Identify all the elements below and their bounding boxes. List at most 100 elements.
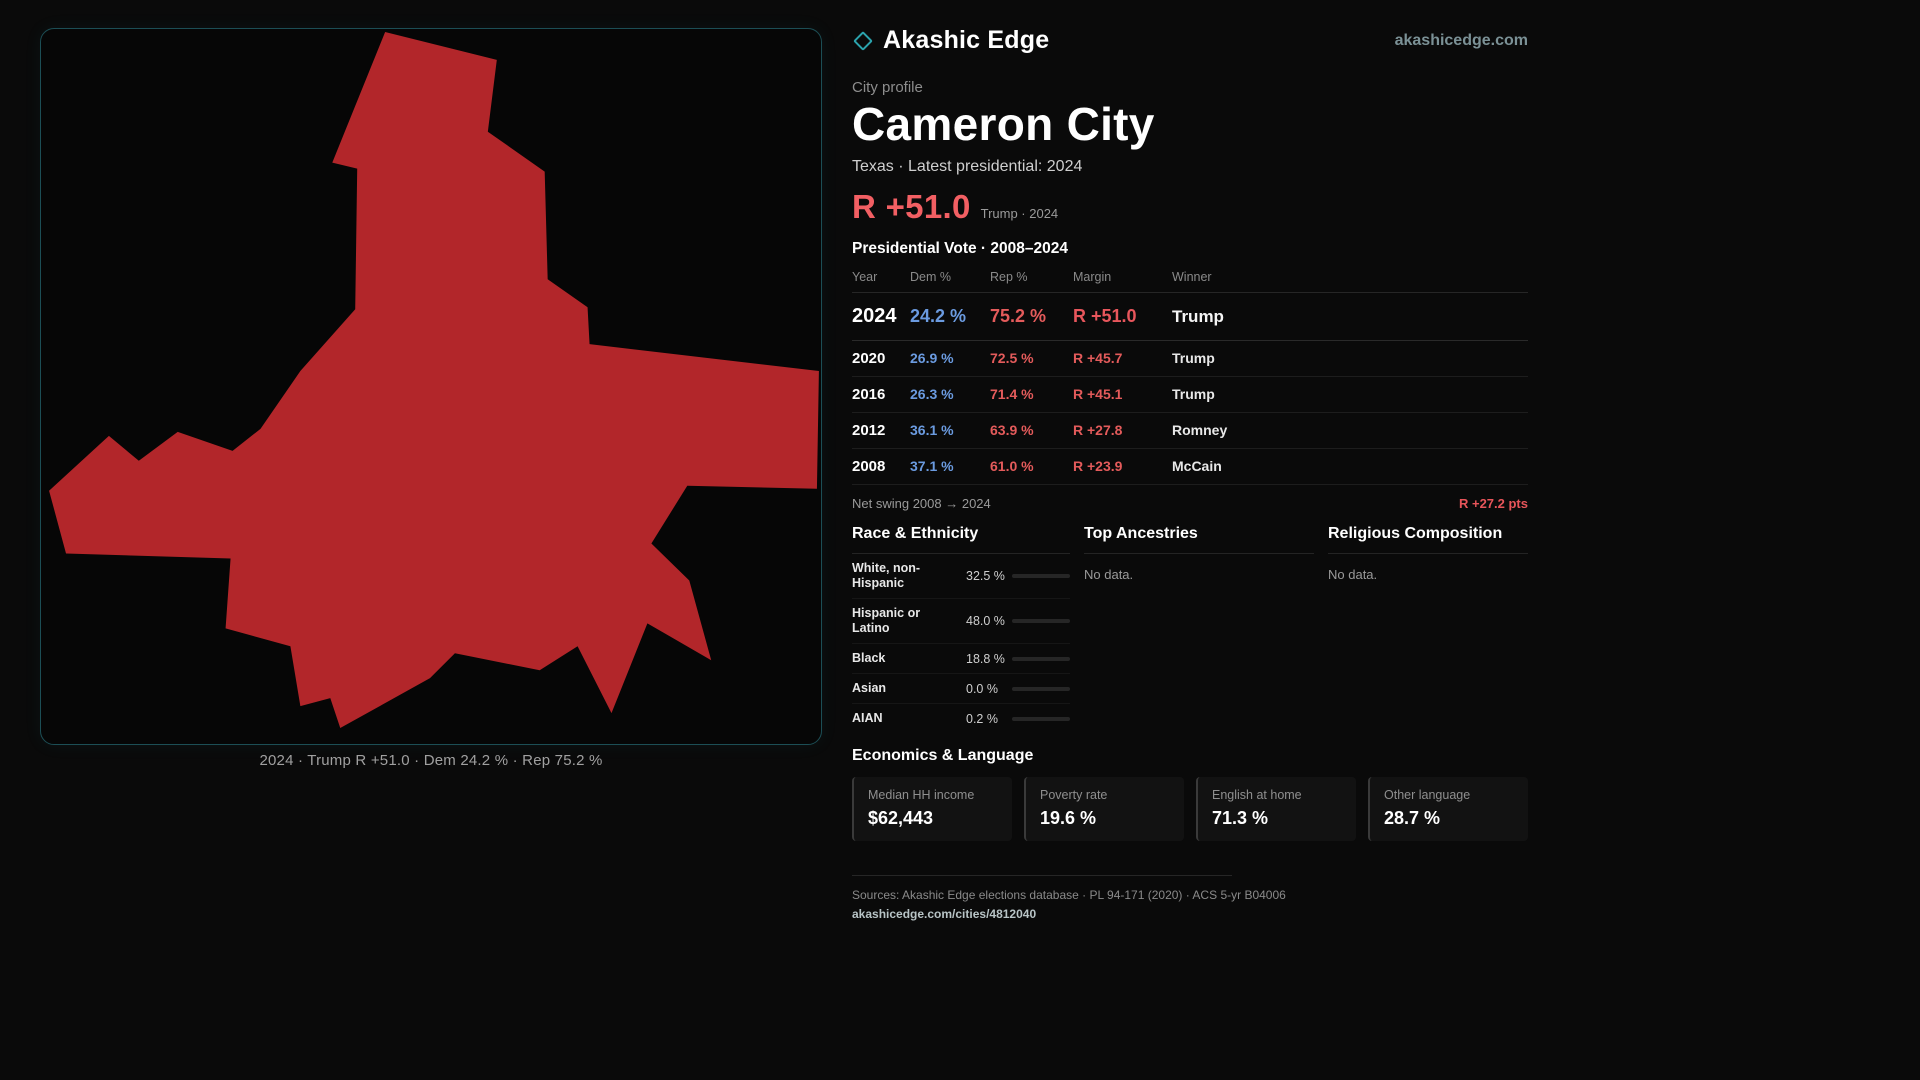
stat-value: 28.7 % xyxy=(1384,808,1441,829)
race-row: Hispanic or Latino 48.0 % xyxy=(852,599,1070,645)
race-bar xyxy=(1012,716,1070,721)
eyebrow-label: City profile xyxy=(852,79,923,96)
stat-value: $62,443 xyxy=(868,808,934,829)
city-subtitle: Texas · Latest presidential: 2024 xyxy=(852,158,1083,176)
city-boundary-shape xyxy=(49,31,819,729)
race-label: Asian xyxy=(852,681,887,696)
race-row: Asian 0.0 % xyxy=(852,674,1070,705)
headline-margin: R +51.0 xyxy=(852,188,971,226)
demographics-section: Race & Ethnicity White, non-Hispanic 32.… xyxy=(852,525,1528,733)
ancestries-section: Top Ancestries No data. xyxy=(1084,525,1314,733)
stat-value: 71.3 % xyxy=(1212,808,1269,829)
rep-cell: 61.0 % xyxy=(990,458,1034,475)
winner-cell: Romney xyxy=(1172,422,1228,439)
site-domain-link[interactable]: akashicedge.com xyxy=(1394,31,1528,49)
race-row: AIAN 0.2 % xyxy=(852,704,1070,733)
race-value: 0.0 % xyxy=(966,681,998,696)
race-value: 32.5 % xyxy=(966,569,1005,584)
year-cell: 2008 xyxy=(852,458,886,476)
race-label: White, non-Hispanic xyxy=(852,561,921,591)
winner-cell: McCain xyxy=(1172,458,1222,475)
race-label: AIAN xyxy=(852,711,883,726)
map-panel xyxy=(40,28,822,745)
race-row: Black 18.8 % xyxy=(852,644,1070,675)
year-cell: 2024 xyxy=(852,305,897,328)
results-row: 2016 26.3 % 71.4 % R +45.1 Trump xyxy=(852,377,1528,414)
city-map xyxy=(49,31,819,729)
stat-value: 19.6 % xyxy=(1040,808,1097,829)
religion-section-title: Religious Composition xyxy=(1328,525,1528,555)
stat-label: Poverty rate xyxy=(1040,788,1108,803)
col-dem: Dem % xyxy=(910,270,951,285)
results-title: Presidential Vote · 2008–2024 xyxy=(852,240,1068,258)
brand-logo[interactable]: Akashic Edge xyxy=(852,26,1049,55)
margin-cell: R +23.9 xyxy=(1073,458,1123,475)
dem-cell: 26.9 % xyxy=(910,350,954,367)
col-margin: Margin xyxy=(1073,270,1112,285)
race-section-title: Race & Ethnicity xyxy=(852,525,1070,555)
city-url-link[interactable]: akashicedge.com/cities/4812040 xyxy=(852,907,1037,922)
year-cell: 2020 xyxy=(852,350,886,368)
rep-cell: 71.4 % xyxy=(990,386,1034,403)
net-swing-row: Net swing 2008 → 2024 R +27.2 pts xyxy=(852,485,1528,523)
headline-note: Trump · 2024 xyxy=(980,206,1059,222)
stat-label: Median HH income xyxy=(868,788,975,803)
race-section: Race & Ethnicity White, non-Hispanic 32.… xyxy=(852,525,1070,733)
col-winner: Winner xyxy=(1172,270,1212,285)
footer: Sources: Akashic Edge elections database… xyxy=(852,875,1528,923)
results-row: 2024 24.2 % 75.2 % R +51.0 Trump xyxy=(852,293,1528,342)
header: Akashic Edge akashicedge.com xyxy=(852,26,1528,55)
map-caption: 2024 · Trump R +51.0 · Dem 24.2 % · Rep … xyxy=(259,752,603,769)
margin-cell: R +45.7 xyxy=(1073,350,1123,367)
rep-cell: 75.2 % xyxy=(990,306,1047,327)
race-value: 0.2 % xyxy=(966,711,998,726)
diamond-icon xyxy=(853,30,873,51)
year-cell: 2016 xyxy=(852,386,886,404)
no-data-text: No data. xyxy=(1084,567,1134,583)
stat-card: Other language 28.7 % xyxy=(1368,777,1528,842)
dem-cell: 37.1 % xyxy=(910,458,954,475)
margin-cell: R +27.8 xyxy=(1073,422,1123,439)
race-bar xyxy=(1012,686,1070,691)
margin-cell: R +45.1 xyxy=(1073,386,1123,403)
city-profile-panel: Akashic Edge akashicedge.com City profil… xyxy=(852,26,1528,923)
col-rep: Rep % xyxy=(990,270,1028,285)
dem-cell: 24.2 % xyxy=(910,306,967,327)
dem-cell: 36.1 % xyxy=(910,422,954,439)
rep-cell: 72.5 % xyxy=(990,350,1034,367)
winner-cell: Trump xyxy=(1172,307,1224,327)
results-header-row: Year Dem % Rep % Margin Winner xyxy=(852,270,1528,294)
religion-section: Religious Composition No data. xyxy=(1328,525,1528,733)
stat-card: Median HH income $62,443 xyxy=(852,777,1012,842)
city-name-title: Cameron City xyxy=(852,98,1155,150)
col-year: Year xyxy=(852,270,878,285)
stat-card: English at home 71.3 % xyxy=(1196,777,1356,842)
footer-divider xyxy=(852,875,1232,877)
winner-cell: Trump xyxy=(1172,350,1215,367)
results-row: 2020 26.9 % 72.5 % R +45.7 Trump xyxy=(852,341,1528,378)
stat-label: Other language xyxy=(1384,788,1471,803)
stat-card: Poverty rate 19.6 % xyxy=(1024,777,1184,842)
sources-text: Sources: Akashic Edge elections database… xyxy=(852,888,1286,903)
race-row: White, non-Hispanic 32.5 % xyxy=(852,554,1070,600)
net-swing-value: R +27.2 pts xyxy=(1458,496,1528,512)
margin-cell: R +51.0 xyxy=(1073,306,1137,327)
results-row: 2012 36.1 % 63.9 % R +27.8 Romney xyxy=(852,413,1528,450)
stat-label: English at home xyxy=(1212,788,1302,803)
no-data-text: No data. xyxy=(1328,567,1378,583)
net-swing-label: Net swing 2008 → 2024 xyxy=(852,496,991,512)
race-label: Hispanic or Latino xyxy=(852,606,921,636)
race-label: Black xyxy=(852,651,886,666)
headline-result: R +51.0 Trump · 2024 xyxy=(852,188,1528,226)
economics-stats: Median HH income $62,443 Poverty rate 19… xyxy=(852,777,1528,842)
race-value: 18.8 % xyxy=(966,651,1005,666)
dem-cell: 26.3 % xyxy=(910,386,954,403)
rep-cell: 63.9 % xyxy=(990,422,1034,439)
results-row: 2008 37.1 % 61.0 % R +23.9 McCain xyxy=(852,449,1528,486)
year-cell: 2012 xyxy=(852,422,886,440)
winner-cell: Trump xyxy=(1172,386,1215,403)
brand-name: Akashic Edge xyxy=(883,26,1050,54)
race-bar xyxy=(1012,574,1070,579)
race-value: 48.0 % xyxy=(966,614,1005,629)
ancestries-section-title: Top Ancestries xyxy=(1084,525,1314,555)
